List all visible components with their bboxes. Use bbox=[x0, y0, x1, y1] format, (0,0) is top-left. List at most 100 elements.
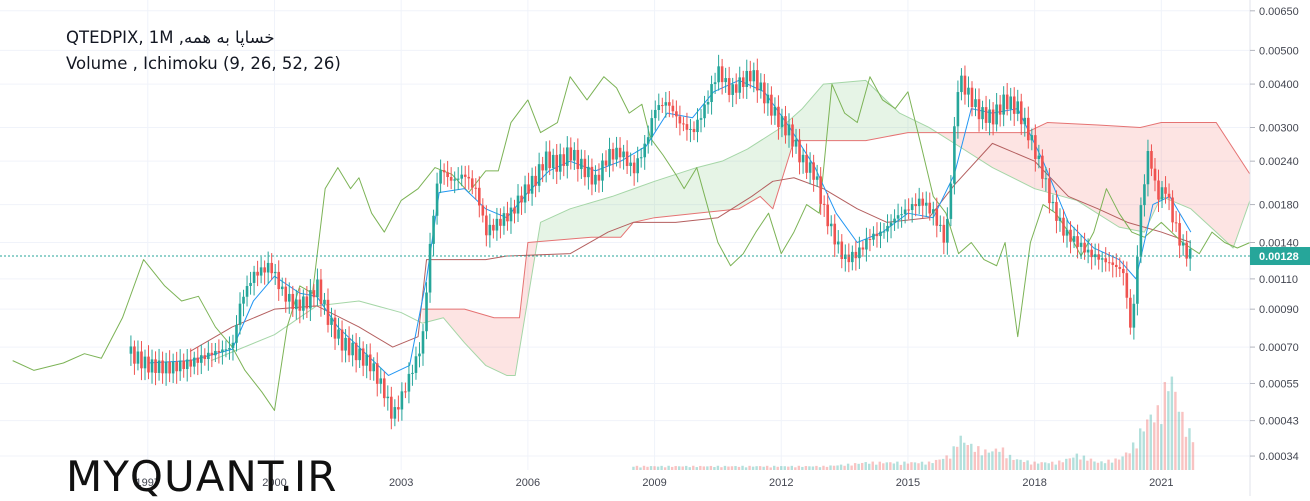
volume-bar bbox=[984, 449, 987, 470]
candle-body bbox=[347, 337, 351, 356]
volume-bar bbox=[1110, 462, 1114, 470]
symbol-title[interactable]: خساپا به همه, QTEDPIX, 1M bbox=[66, 28, 275, 47]
candle-body bbox=[974, 99, 977, 108]
volume-bar bbox=[1131, 442, 1135, 470]
candle-body bbox=[1044, 178, 1048, 180]
volume-bar bbox=[899, 464, 903, 470]
candle-body bbox=[805, 154, 808, 173]
candle-body bbox=[861, 247, 865, 250]
candle-body bbox=[298, 299, 302, 311]
candle-body bbox=[914, 204, 917, 207]
volume-bar bbox=[1114, 458, 1117, 470]
candle-body bbox=[291, 293, 295, 310]
candle-body bbox=[833, 223, 837, 245]
volume-bar bbox=[934, 459, 938, 470]
y-tick-label: 0.00070 bbox=[1259, 342, 1299, 354]
volume-bar bbox=[1149, 414, 1152, 470]
y-tick-label: 0.00034 bbox=[1259, 451, 1299, 463]
candle-body bbox=[689, 128, 692, 130]
candle-body bbox=[851, 251, 854, 263]
volume-bars bbox=[632, 376, 1195, 470]
candle-body bbox=[661, 105, 664, 107]
candle-body bbox=[998, 104, 1002, 115]
volume-bar bbox=[1026, 460, 1029, 470]
candle-body bbox=[1016, 101, 1020, 114]
candle-body bbox=[523, 184, 527, 203]
x-tick-label: 2000 bbox=[262, 477, 286, 489]
candle-body bbox=[129, 346, 133, 354]
volume-bar bbox=[646, 466, 649, 470]
candle-body bbox=[646, 137, 650, 144]
candle-body bbox=[671, 105, 675, 112]
volume-bar bbox=[977, 446, 980, 470]
volume-bar bbox=[734, 466, 737, 470]
candle-body bbox=[960, 75, 963, 93]
volume-bar bbox=[987, 452, 991, 470]
candle-body bbox=[1072, 236, 1076, 242]
y-tick-label: 0.00055 bbox=[1259, 378, 1299, 390]
candle-body bbox=[787, 124, 791, 136]
grid bbox=[0, 0, 1250, 470]
volume-bar bbox=[878, 461, 881, 470]
volume-bar bbox=[952, 446, 955, 470]
candle-body bbox=[199, 355, 203, 363]
candle-body bbox=[748, 70, 752, 82]
volume-bar bbox=[941, 458, 945, 470]
candle-body bbox=[1093, 254, 1097, 258]
volume-bar bbox=[829, 465, 832, 470]
candle-body bbox=[266, 262, 270, 273]
candle-body bbox=[530, 175, 534, 194]
candle-body bbox=[946, 218, 949, 243]
volume-bar bbox=[1096, 462, 1100, 470]
candle-body bbox=[590, 166, 594, 185]
candle-body bbox=[1132, 303, 1136, 328]
candle-body bbox=[537, 164, 541, 186]
candle-body bbox=[759, 82, 763, 91]
volume-bar bbox=[1170, 376, 1174, 470]
candle-body bbox=[819, 176, 822, 204]
candle-body bbox=[963, 75, 967, 95]
candle-body bbox=[741, 77, 745, 87]
candle-body bbox=[903, 209, 907, 215]
candle-body bbox=[435, 183, 439, 216]
volume-bar bbox=[773, 465, 776, 470]
volume-bar bbox=[670, 466, 674, 470]
volume-bar bbox=[797, 465, 801, 470]
candle-body bbox=[354, 342, 358, 361]
candle-body bbox=[309, 290, 312, 309]
candle-body bbox=[1188, 248, 1192, 259]
candle-body bbox=[133, 346, 136, 364]
volume-bar bbox=[931, 463, 934, 470]
indicator-legend[interactable]: Volume , Ichimoku (9, 26, 52, 26) bbox=[66, 54, 341, 73]
x-tick-label: 2018 bbox=[1022, 477, 1046, 489]
volume-bar bbox=[811, 466, 815, 470]
volume-bar bbox=[991, 451, 994, 470]
candle-body bbox=[1037, 155, 1041, 160]
volume-bar bbox=[1128, 453, 1131, 470]
candle-body bbox=[249, 282, 252, 286]
volume-bar bbox=[783, 466, 786, 470]
candle-body bbox=[1055, 201, 1058, 221]
candle-body bbox=[1012, 96, 1016, 114]
volume-bar bbox=[938, 459, 941, 470]
cloud-bearish bbox=[422, 235, 539, 376]
candle-body bbox=[358, 348, 361, 361]
volume-bar bbox=[649, 466, 653, 470]
volume-bar bbox=[1121, 456, 1124, 470]
candle-body bbox=[1069, 229, 1072, 242]
candle-body bbox=[924, 202, 928, 206]
volume-bar bbox=[706, 466, 709, 470]
volume-bar bbox=[1065, 458, 1068, 470]
candle-body bbox=[738, 77, 742, 93]
volume-bar bbox=[973, 451, 977, 470]
volume-bar bbox=[822, 465, 825, 470]
candle-body bbox=[597, 174, 601, 181]
y-tick-label: 0.00240 bbox=[1259, 156, 1299, 168]
volume-bar bbox=[945, 455, 948, 470]
candle-body bbox=[407, 373, 411, 392]
candle-body bbox=[463, 174, 467, 177]
volume-bar bbox=[695, 467, 698, 470]
volume-bar bbox=[1188, 428, 1191, 470]
candle-body bbox=[956, 92, 960, 127]
